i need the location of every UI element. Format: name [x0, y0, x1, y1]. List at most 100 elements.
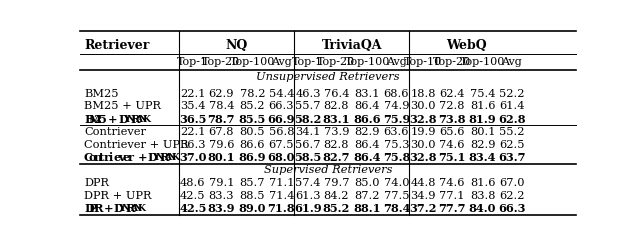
Text: Top-10: Top-10: [404, 57, 442, 67]
Text: 55.7: 55.7: [295, 101, 321, 111]
Text: D: D: [84, 203, 94, 214]
Text: 63.7: 63.7: [498, 152, 525, 163]
Text: 88.5: 88.5: [239, 191, 265, 201]
Text: 61.4: 61.4: [499, 101, 524, 111]
Text: Unsupervised Retrievers: Unsupervised Retrievers: [256, 72, 400, 81]
Text: 76.4: 76.4: [324, 89, 349, 99]
Text: R: R: [130, 114, 140, 125]
Text: 58.5: 58.5: [294, 152, 321, 163]
Text: 87.2: 87.2: [355, 191, 380, 201]
Text: 36.5: 36.5: [179, 114, 207, 125]
Text: B: B: [84, 114, 93, 125]
Text: DPR: DPR: [84, 178, 109, 188]
Text: 48.6: 48.6: [180, 178, 205, 188]
Text: r: r: [127, 152, 134, 163]
Text: 34.9: 34.9: [410, 191, 436, 201]
Text: 86.4: 86.4: [354, 152, 381, 163]
Text: 86.4: 86.4: [355, 101, 380, 111]
Text: 82.9: 82.9: [470, 140, 495, 150]
Text: 67.8: 67.8: [209, 127, 234, 137]
Text: N: N: [122, 204, 130, 213]
Text: 58.2: 58.2: [294, 114, 321, 125]
Text: 18.8: 18.8: [410, 89, 436, 99]
Text: Top-100: Top-100: [230, 57, 275, 67]
Text: 30.0: 30.0: [410, 140, 436, 150]
Text: N: N: [134, 204, 142, 213]
Text: Contriever: Contriever: [84, 127, 146, 137]
Text: 74.9: 74.9: [384, 101, 409, 111]
Text: Retriever: Retriever: [84, 39, 149, 52]
Text: 52.2: 52.2: [499, 89, 524, 99]
Text: 88.1: 88.1: [354, 203, 381, 214]
Text: Top-100: Top-100: [345, 57, 390, 67]
Text: D: D: [147, 152, 157, 163]
Text: D: D: [118, 114, 128, 125]
Text: 82.8: 82.8: [324, 101, 349, 111]
Text: 81.9: 81.9: [468, 114, 496, 125]
Text: 79.1: 79.1: [209, 178, 234, 188]
Text: R: R: [159, 152, 169, 163]
Text: 71.8: 71.8: [268, 203, 295, 214]
Text: 74.6: 74.6: [439, 178, 464, 188]
Text: 85.2: 85.2: [323, 203, 350, 214]
Text: 82.8: 82.8: [324, 140, 349, 150]
Text: Contriever + UPR: Contriever + UPR: [84, 140, 188, 150]
Text: K: K: [137, 204, 145, 213]
Text: 72.8: 72.8: [439, 101, 464, 111]
Text: 66.3: 66.3: [498, 203, 525, 214]
Text: 22.1: 22.1: [180, 127, 205, 137]
Text: Avg: Avg: [271, 57, 292, 67]
Text: v: v: [118, 152, 125, 163]
Text: t: t: [99, 152, 104, 163]
Text: n: n: [93, 152, 102, 163]
Text: A: A: [135, 115, 142, 123]
Text: 84.0: 84.0: [468, 203, 496, 214]
Text: 2: 2: [93, 114, 102, 125]
Text: Top-100: Top-100: [460, 57, 505, 67]
Text: 80.1: 80.1: [470, 127, 495, 137]
Text: 32.8: 32.8: [409, 114, 436, 125]
Text: Supervised Retrievers: Supervised Retrievers: [264, 165, 392, 175]
Text: WebQ: WebQ: [447, 39, 487, 52]
Text: Y: Y: [123, 115, 130, 123]
Text: 78.2: 78.2: [239, 89, 265, 99]
Text: 46.3: 46.3: [295, 89, 321, 99]
Text: D: D: [113, 203, 123, 214]
Text: Avg: Avg: [501, 57, 522, 67]
Text: N: N: [168, 153, 176, 162]
Text: Top-20: Top-20: [202, 57, 241, 67]
Text: 66.3: 66.3: [269, 101, 294, 111]
Text: 62.4: 62.4: [439, 89, 464, 99]
Text: 66.9: 66.9: [268, 114, 295, 125]
Text: +: +: [108, 114, 118, 125]
Text: 85.2: 85.2: [239, 101, 265, 111]
Text: 63.6: 63.6: [384, 127, 409, 137]
Text: 42.5: 42.5: [180, 191, 205, 201]
Text: 74.0: 74.0: [384, 178, 409, 188]
Text: 80.5: 80.5: [239, 127, 265, 137]
Text: +: +: [138, 152, 147, 163]
Text: 86.6: 86.6: [354, 114, 381, 125]
Text: K: K: [172, 153, 179, 162]
Text: 84.2: 84.2: [324, 191, 349, 201]
Text: 79.7: 79.7: [324, 178, 349, 188]
Text: 81.6: 81.6: [470, 101, 495, 111]
Text: 85.7: 85.7: [239, 178, 265, 188]
Text: 82.7: 82.7: [323, 152, 350, 163]
Text: r: r: [104, 152, 109, 163]
Text: +: +: [104, 203, 113, 214]
Text: 62.2: 62.2: [499, 191, 524, 201]
Text: e: e: [113, 152, 120, 163]
Text: o: o: [89, 152, 97, 163]
Text: A: A: [131, 204, 138, 213]
Text: 77.5: 77.5: [384, 191, 409, 201]
Text: 71.1: 71.1: [269, 178, 294, 188]
Text: K: K: [142, 115, 150, 123]
Text: N: N: [127, 115, 135, 123]
Text: 83.3: 83.3: [209, 191, 234, 201]
Text: A: A: [164, 153, 172, 162]
Text: 82.9: 82.9: [355, 127, 380, 137]
Text: 42.5: 42.5: [179, 203, 207, 214]
Text: 61.9: 61.9: [294, 203, 322, 214]
Text: C: C: [84, 152, 93, 163]
